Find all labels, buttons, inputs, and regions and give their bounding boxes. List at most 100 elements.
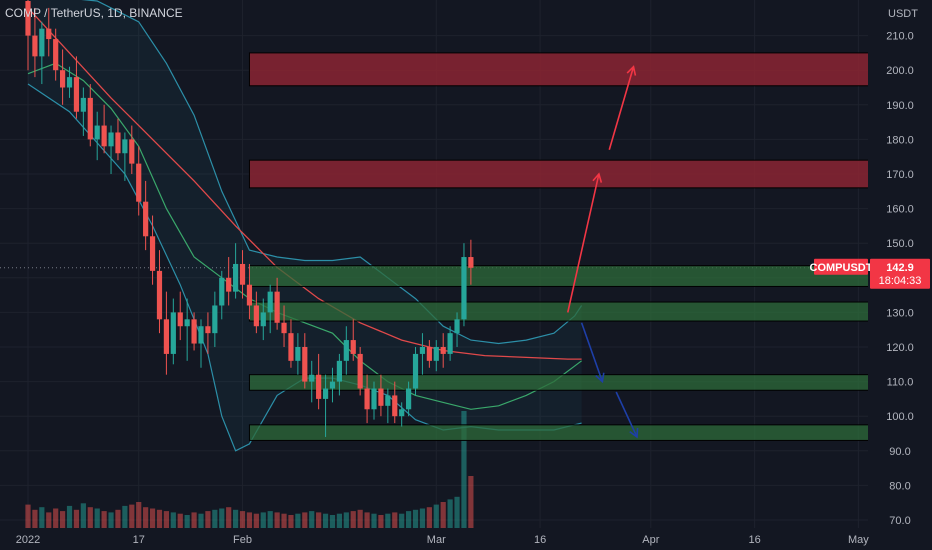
- candle-body: [281, 322, 287, 334]
- candlesticks: [25, 0, 474, 437]
- volume-bar: [156, 509, 163, 528]
- volume-bar: [309, 511, 315, 528]
- volume-bar: [461, 411, 467, 528]
- price-tick-label: 80.0: [889, 480, 910, 492]
- price-tick-label: 170.0: [886, 169, 914, 181]
- candle-body: [219, 277, 225, 306]
- ma-slow-line: [27, 7, 582, 360]
- volume-bar: [129, 504, 135, 528]
- currency-label: USDT: [888, 8, 918, 20]
- volume-bar: [274, 512, 280, 528]
- arrow-up-head: [592, 172, 603, 183]
- volume-bar: [412, 509, 419, 528]
- volume-bar: [440, 502, 446, 528]
- symbol-badge: [814, 258, 868, 275]
- volume-bar: [226, 507, 232, 528]
- price-tick-label: 150.0: [886, 238, 914, 250]
- candle-body: [288, 333, 294, 361]
- candle-body: [191, 319, 197, 344]
- volume-bar: [108, 512, 114, 528]
- time-tick-label: Mar: [427, 534, 446, 546]
- candle-body: [108, 132, 114, 147]
- candle-body: [122, 139, 128, 154]
- candle-body: [392, 395, 398, 417]
- candle-body: [239, 263, 246, 285]
- candle-body: [454, 319, 460, 334]
- candle-body: [378, 388, 384, 406]
- volume-bar: [101, 511, 107, 528]
- candle-body: [177, 312, 183, 327]
- candle-body: [343, 340, 349, 361]
- candle-body: [350, 340, 356, 354]
- candle-body: [143, 201, 149, 237]
- arrow-down-shaft: [580, 322, 604, 382]
- volume-bar: [177, 513, 183, 528]
- candle-body: [302, 347, 308, 382]
- volume-bar: [322, 513, 329, 528]
- arrow-down-shaft: [615, 391, 638, 438]
- candle-body: [25, 1, 31, 36]
- volume-bar: [191, 512, 197, 528]
- candle-body: [447, 333, 453, 354]
- time-tick-label: Feb: [233, 534, 252, 546]
- candle-body: [246, 284, 253, 306]
- candle-body: [329, 381, 336, 389]
- candle-body: [60, 70, 66, 88]
- support-zone-4: [248, 301, 932, 322]
- volume-bar: [212, 509, 218, 528]
- volume-bar: [233, 509, 239, 528]
- volume-bar: [205, 511, 211, 528]
- candle-body: [260, 312, 266, 327]
- candle-body: [87, 97, 93, 140]
- candle-body: [53, 39, 59, 71]
- candle-body: [253, 305, 259, 327]
- volume-bar: [253, 513, 259, 528]
- price-tick-label: 120.0: [886, 342, 914, 354]
- candle-body: [149, 236, 156, 271]
- volume-bar: [295, 513, 301, 528]
- candle-body: [205, 326, 211, 334]
- price-tick-label: 200.0: [886, 65, 914, 77]
- candle-body: [39, 28, 45, 57]
- volume-bar: [94, 508, 100, 528]
- volume-bar: [32, 509, 38, 528]
- volume-bar: [149, 508, 156, 528]
- volume-bar: [399, 513, 405, 528]
- chart-title: COMP / TetherUS, 1D, BINANCE: [5, 6, 183, 20]
- volume-bar: [198, 513, 204, 528]
- candle-body: [267, 291, 273, 313]
- volume-bar: [392, 512, 398, 528]
- candle-body: [66, 77, 73, 88]
- volume-bar: [406, 511, 412, 528]
- candle-body: [295, 347, 301, 361]
- candle-body: [426, 347, 432, 361]
- price-tick-label: 70.0: [889, 515, 910, 527]
- volume-bar: [343, 512, 349, 528]
- volume-bar: [25, 504, 31, 528]
- ma-fast-line: [27, 62, 582, 410]
- time-tick-label: 16: [748, 534, 760, 546]
- candle-body: [136, 163, 142, 202]
- price-badge-value: 142.9: [886, 262, 914, 274]
- candle-body: [32, 35, 38, 57]
- volume-bar: [454, 496, 460, 528]
- volume-bar: [433, 504, 439, 528]
- volume-bar: [66, 505, 73, 528]
- candle-body: [212, 305, 218, 334]
- volume-bar: [163, 511, 169, 528]
- volume-bar: [385, 513, 391, 528]
- candle-body: [198, 326, 204, 344]
- volume-bar: [184, 515, 190, 528]
- candle-body: [170, 312, 176, 354]
- volume-bar: [80, 503, 86, 528]
- countdown-label: 18:04:33: [879, 275, 922, 287]
- volume-bar: [350, 511, 356, 528]
- candle-body: [163, 319, 169, 354]
- volume-bar: [60, 511, 66, 528]
- price-badge: [870, 258, 930, 289]
- candle-body: [46, 28, 52, 40]
- volume-bars: [25, 411, 474, 528]
- volume-bar: [87, 507, 93, 528]
- volume-bar: [357, 509, 363, 528]
